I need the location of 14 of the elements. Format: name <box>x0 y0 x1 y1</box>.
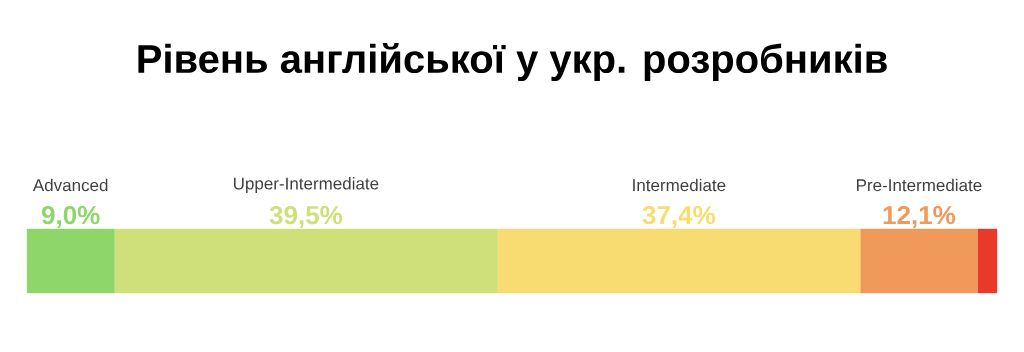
data-label: 9,0% <box>41 205 100 229</box>
chart-title: Рівень англійської у укр. розробників <box>138 42 887 82</box>
data-label: 37,4% <box>642 205 716 229</box>
data-label: 12,1% <box>883 205 956 229</box>
bar <box>497 228 861 294</box>
text: Intermediate <box>633 178 726 192</box>
text: Upper-Intermediate <box>233 177 379 193</box>
data-label: 39,5% <box>269 205 343 229</box>
bar <box>114 228 498 294</box>
text: Pre-Intermediate <box>857 178 982 192</box>
bar <box>26 228 115 294</box>
text: Advanced <box>32 178 108 192</box>
bar <box>860 228 978 294</box>
bar <box>977 228 998 294</box>
